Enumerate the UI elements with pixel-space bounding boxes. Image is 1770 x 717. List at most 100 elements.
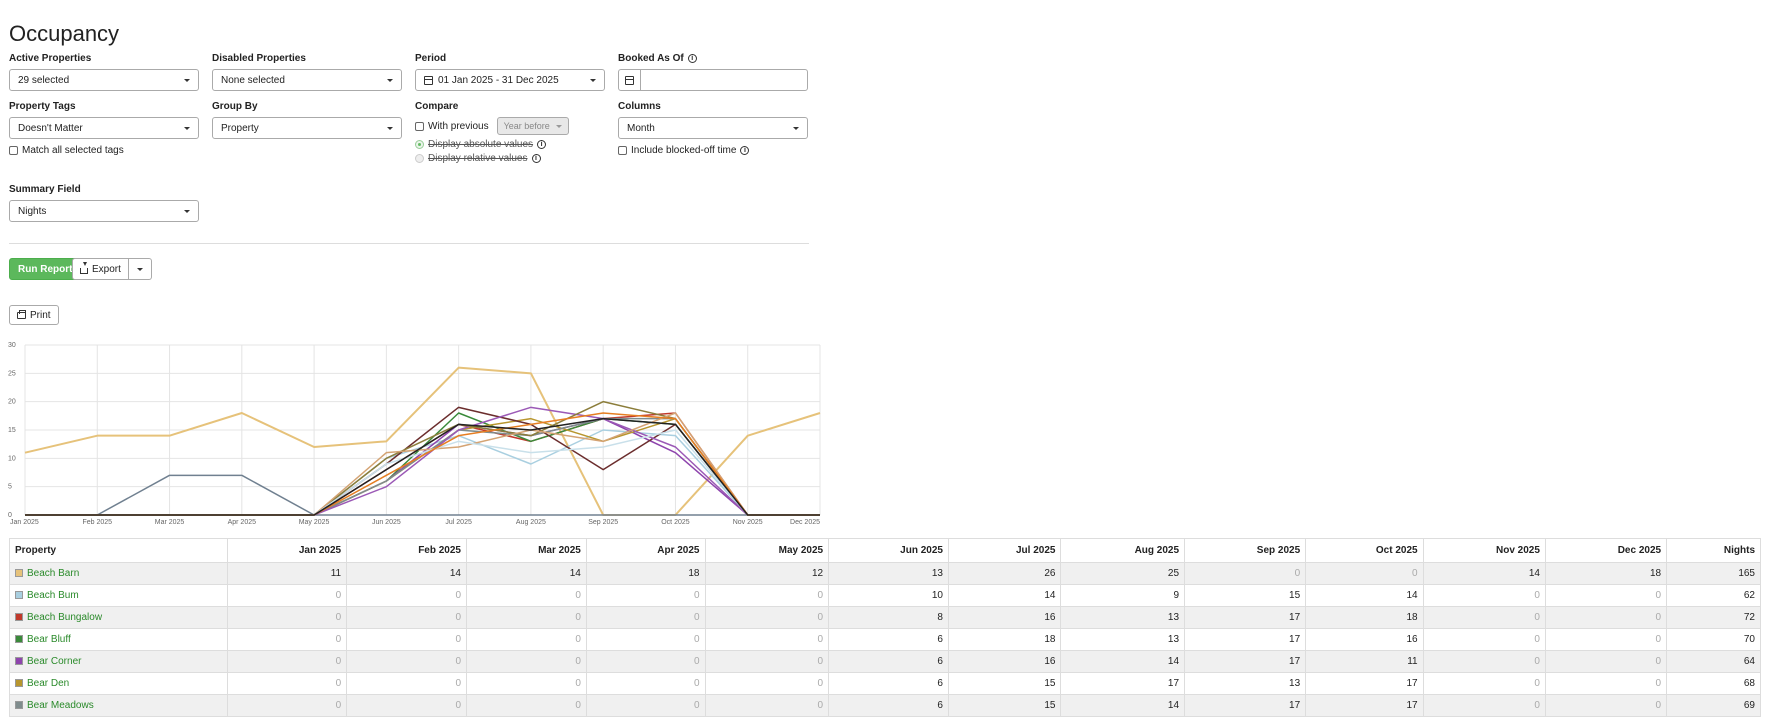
chart-series-line [25,417,820,516]
column-header-property[interactable]: Property [8,538,229,563]
calendar-button[interactable] [619,70,641,90]
chart-x-tick-label: Apr 2025 [228,519,257,526]
info-icon[interactable]: i [687,53,697,63]
month-value-cell: 0 [704,606,830,629]
column-header[interactable]: Sep 2025 [1184,538,1307,563]
month-value-cell: 18 [585,562,706,585]
column-header[interactable]: Nights [1666,538,1761,563]
month-value-cell: 15 [947,672,1062,695]
booked-as-of-input[interactable] [618,69,808,91]
column-header[interactable]: Mar 2025 [466,538,587,563]
month-value-cell: 0 [346,650,467,673]
run-report-button[interactable]: Run Report [9,258,82,280]
property-cell: Bear Den [8,672,229,695]
property-link[interactable]: Beach Bum [27,590,79,601]
month-value-cell: 10 [828,584,949,607]
month-value-cell: 14 [947,584,1062,607]
booked-as-of-label: Booked As Of [618,52,684,64]
month-value-cell: 0 [466,628,587,651]
chart-x-tick-label: Sep 2025 [588,519,618,526]
column-header[interactable]: Jan 2025 [227,538,348,563]
month-value-cell: 0 [346,584,467,607]
month-value-cell: 26 [947,562,1062,585]
property-link[interactable]: Beach Bungalow [27,612,103,623]
export-button[interactable]: Export [72,258,129,280]
nights-total-cell: 68 [1666,672,1761,695]
property-tags-select[interactable]: Doesn't Matter [9,117,199,139]
include-blocked-checkbox[interactable] [618,146,627,155]
calendar-icon [424,75,433,85]
absolute-values-radio[interactable] [415,140,424,149]
match-all-tags-label: Match all selected tags [22,145,124,156]
month-value-cell: 8 [828,606,949,629]
columns-select[interactable]: Month [618,117,808,139]
absolute-values-row[interactable]: Display absolute values i [415,139,605,150]
property-link[interactable]: Bear Meadows [27,700,94,711]
group-by-value: Property [221,122,259,134]
month-value-cell: 0 [704,628,830,651]
previous-period-select[interactable]: Year before [496,117,569,135]
chart-y-tick-label: 5 [8,484,12,491]
period-select[interactable]: 01 Jan 2025 - 31 Dec 2025 [415,69,605,91]
info-icon[interactable]: i [740,146,750,155]
nights-total-cell: 165 [1666,562,1761,585]
table-row: Bear Corner 0 0 0 0 0 6 16 14 17 11 0 0 64 [8,650,1761,673]
property-link[interactable]: Bear Bluff [27,634,71,645]
match-all-tags-row[interactable]: Match all selected tags [9,145,199,156]
month-value-cell: 0 [704,584,830,607]
column-header[interactable]: May 2025 [704,538,830,563]
chart-x-tick-label: Jul 2025 [445,519,472,526]
chart-x-tick-label: Dec 2025 [790,519,820,526]
color-swatch-icon [15,679,23,687]
active-properties-value: 29 selected [18,74,70,86]
chevron-down-icon [136,267,143,271]
include-blocked-row[interactable]: Include blocked-off time i [618,145,808,156]
column-header[interactable]: Apr 2025 [585,538,706,563]
month-value-cell: 0 [1422,694,1546,717]
property-tags-value: Doesn't Matter [18,122,83,134]
export-dropdown-toggle[interactable] [128,258,152,280]
info-icon[interactable]: i [531,154,541,163]
chevron-down-icon [793,127,799,130]
print-button[interactable]: Print [9,305,59,325]
active-properties-select[interactable]: 29 selected [9,69,199,91]
month-value-cell: 0 [704,694,830,717]
column-header[interactable]: Oct 2025 [1305,538,1424,563]
month-value-cell: 17 [1184,694,1307,717]
month-value-cell: 6 [828,694,949,717]
summary-field-select[interactable]: Nights [9,200,199,222]
nights-total-cell: 69 [1666,694,1761,717]
table-header-row: Property Jan 2025 Feb 2025 Mar 2025 Apr 2025… [8,538,1761,563]
column-header[interactable]: Dec 2025 [1544,538,1668,563]
chart-series-line [24,366,821,516]
month-value-cell: 0 [466,694,587,717]
month-value-cell: 0 [1184,562,1307,585]
month-value-cell: 14 [1305,584,1424,607]
relative-values-radio[interactable] [415,154,424,163]
table-row: Bear Den 0 0 0 0 0 6 15 17 13 17 0 0 68 [8,672,1761,695]
info-icon[interactable]: i [537,140,547,149]
property-link[interactable]: Beach Barn [27,568,80,579]
occupancy-chart: 0 5 10 15 20 25 30 Jan 2025 Feb 2025 Mar 2025 Apr … [8,342,821,526]
month-value-cell: 17 [1305,672,1424,695]
column-header[interactable]: Jul 2025 [947,538,1062,563]
column-header[interactable]: Feb 2025 [346,538,467,563]
relative-values-row[interactable]: Display relative values i [415,153,605,164]
month-value-cell: 0 [585,584,706,607]
column-header[interactable]: Aug 2025 [1060,538,1186,563]
with-previous-checkbox[interactable] [415,121,424,131]
period-value: 01 Jan 2025 - 31 Dec 2025 [438,74,559,86]
column-header[interactable]: Jun 2025 [828,538,949,563]
month-value-cell: 16 [947,650,1062,673]
column-header[interactable]: Nov 2025 [1422,538,1546,563]
disabled-properties-value: None selected [221,74,285,86]
property-link[interactable]: Bear Den [27,678,70,689]
month-value-cell: 13 [1060,606,1186,629]
group-by-select[interactable]: Property [212,117,402,139]
match-all-tags-checkbox[interactable] [9,146,18,155]
active-properties-field: Active Properties 29 selected [9,52,199,91]
property-link[interactable]: Bear Corner [27,656,82,667]
month-value-cell: 17 [1184,606,1307,629]
disabled-properties-select[interactable]: None selected [212,69,402,91]
property-cell: Bear Corner [8,650,229,673]
